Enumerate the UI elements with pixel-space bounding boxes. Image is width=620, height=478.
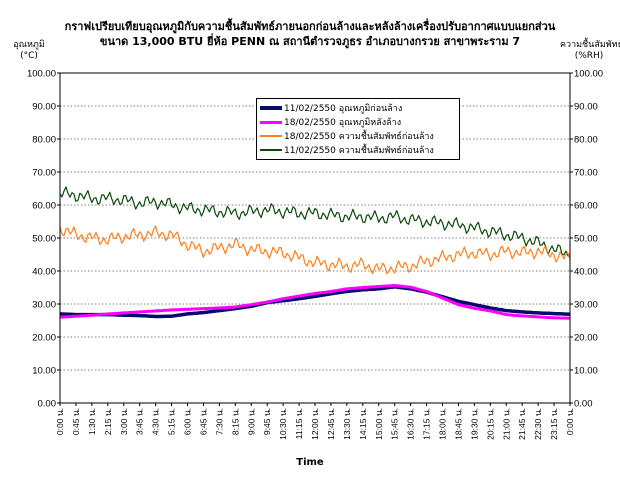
y-tick-label-left: 50.00	[32, 234, 56, 245]
chart-title-line1: กราฟเปรียบเทียบอุณหภูมิกับความชื้นสัมพัท…	[64, 20, 556, 33]
left-axis-label: อุณหภูมิ	[13, 40, 45, 50]
right-axis-unit: (%RH)	[574, 51, 604, 61]
chart-legend: 11/02/2550 อุณหภูมิก่อนล้าง 18/02/2550 อุ…	[256, 98, 460, 160]
right-axis-title: ความชื้นสัมพัทธ์ (%RH)	[560, 40, 620, 62]
y-tick-label-right: 0.00	[574, 399, 593, 410]
x-tick-labels: 0:00 น. 0:45 น. 1:30 น. 2:15 น. 3:00 น. 3:45 …	[55, 408, 575, 440]
x-axis-title: Time	[296, 457, 324, 468]
y-tick-label-left: 80.00	[32, 135, 56, 146]
legend-swatch	[260, 149, 282, 151]
y-tick-label-right: 30.00	[574, 300, 598, 311]
left-y-tick-labels: 0.00 10.00 20.00 30.00 40.00 50.00 60.00 70.00 8…	[27, 69, 56, 410]
x-tick-label: 21:00 น.	[501, 408, 511, 440]
y-tick-label-right: 90.00	[574, 102, 598, 113]
y-tick-label-left: 40.00	[32, 267, 56, 278]
y-tick-label-left: 60.00	[32, 201, 56, 212]
x-tick-label: 19:30 น.	[469, 408, 479, 440]
legend-label: 18/02/2550 ความชื้นสัมพัทธ์ก่อนล้าง	[284, 132, 434, 142]
x-tick-label: 10:30 น.	[278, 408, 288, 440]
series-line-2	[59, 225, 571, 275]
x-tick-label: 9:00 น.	[246, 408, 256, 435]
series-line-0	[59, 285, 571, 319]
y-tick-label-left: 100.00	[27, 69, 56, 80]
y-tick-label-left: 30.00	[32, 300, 56, 311]
legend-label: 18/02/2550 อุณหภูมิหลังล้าง	[284, 118, 402, 128]
y-tick-label-right: 10.00	[574, 366, 598, 377]
legend-swatch	[260, 106, 282, 110]
y-tick-label-left: 20.00	[32, 333, 56, 344]
x-tick-label: 15:00 น.	[374, 408, 384, 440]
x-tick-label: 0:00 น.	[565, 408, 575, 435]
y-tick-label-right: 50.00	[574, 234, 598, 245]
x-tick-label: 22:30 น.	[533, 408, 543, 440]
chart-title-line2: ขนาด 13,000 BTU ยี่ห้อ PENN ณ สถานีตำรวจ…	[99, 35, 521, 48]
x-tick-label: 14:15 น.	[358, 408, 368, 440]
x-tick-label: 20:15 น.	[485, 408, 495, 440]
x-tick-label: 4:30 น.	[151, 408, 161, 435]
y-tick-label-right: 20.00	[574, 333, 598, 344]
x-tick-label: 8:15 น.	[230, 408, 240, 435]
y-tick-label-right: 60.00	[574, 201, 598, 212]
legend-swatch	[260, 120, 282, 124]
y-tick-label-right: 40.00	[574, 267, 598, 278]
x-tick-label: 3:45 น.	[135, 408, 145, 435]
x-tick-label: 18:00 น.	[438, 408, 448, 440]
x-tick-label: 12:00 น.	[310, 408, 320, 440]
right-axis-label: ความชื้นสัมพัทธ์	[560, 40, 620, 50]
x-tick-label: 12:45 น.	[326, 408, 336, 440]
y-tick-label-right: 70.00	[574, 168, 598, 179]
y-tick-label-left: 0.00	[38, 399, 57, 410]
x-tick-label: 3:00 น.	[119, 408, 129, 435]
legend-item: 18/02/2550 อุณหภูมิหลังล้าง	[260, 115, 456, 129]
x-tick-label: 1:30 น.	[87, 408, 97, 435]
x-tick-label: 16:30 น.	[406, 408, 416, 440]
x-tick-label: 18:45 น.	[453, 408, 463, 440]
y-tick-label-right: 80.00	[574, 135, 598, 146]
x-tick-label: 7:30 น.	[214, 408, 224, 435]
plot-area-frame	[59, 72, 571, 404]
legend-item: 18/02/2550 ความชื้นสัมพัทธ์ก่อนล้าง	[260, 129, 456, 143]
x-tick-label: 0:00 น.	[55, 408, 65, 435]
legend-swatch	[260, 135, 282, 137]
legend-item: 11/02/2550 อุณหภูมิก่อนล้าง	[260, 101, 456, 115]
x-tick-label: 11:15 น.	[294, 408, 304, 439]
x-tick-label: 6:00 น.	[183, 408, 193, 435]
x-tick-label: 13:30 น.	[342, 408, 352, 440]
y-tick-label-left: 70.00	[32, 168, 56, 179]
x-tick-label: 17:15 น.	[422, 408, 432, 440]
right-y-tick-labels: 0.00 10.00 20.00 30.00 40.00 50.00 60.00 70.00 8…	[574, 69, 603, 410]
x-tick-label: 6:45 น.	[198, 408, 208, 435]
x-tick-label: 9:45 น.	[262, 408, 272, 435]
x-tick-label: 2:15 น.	[103, 408, 113, 435]
left-axis-title: อุณหภูมิ (°C)	[2, 40, 56, 62]
y-tick-label-left: 90.00	[32, 102, 56, 113]
series-line-1	[59, 284, 571, 320]
x-tick-label: 15:45 น.	[390, 408, 400, 440]
series-lines	[59, 186, 571, 320]
series-line-3	[59, 186, 571, 257]
left-axis-unit: (°C)	[20, 51, 38, 61]
x-tick-label: 23:15 น.	[549, 408, 559, 440]
legend-item: 11/02/2550 ความชื้นสัมพัทธ์ก่อนล้าง	[260, 143, 456, 157]
y-tick-label-left: 10.00	[32, 366, 56, 377]
x-tick-label: 5:15 น.	[167, 408, 177, 435]
legend-label: 11/02/2550 อุณหภูมิก่อนล้าง	[284, 104, 403, 114]
x-tick-label: 0:45 น.	[71, 408, 81, 435]
legend-label: 11/02/2550 ความชื้นสัมพัทธ์ก่อนล้าง	[284, 146, 434, 156]
y-tick-label-right: 100.00	[574, 69, 603, 80]
x-tick-label: 21:45 น.	[517, 408, 527, 440]
